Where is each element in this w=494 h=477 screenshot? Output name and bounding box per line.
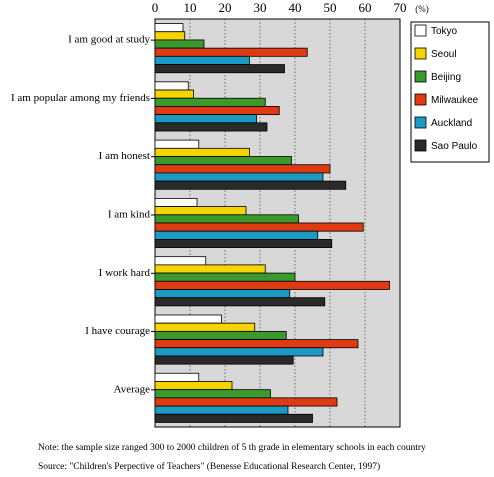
bar: [154, 106, 280, 116]
bar: [154, 31, 186, 41]
legend-label: Sao Paulo: [431, 141, 478, 152]
bar: [154, 289, 291, 299]
legend-swatch: [414, 116, 427, 129]
bar: [154, 214, 299, 224]
bar: [154, 156, 292, 166]
bar: [154, 405, 289, 415]
bar: [154, 139, 200, 149]
bar: [154, 172, 324, 182]
bar: [154, 314, 222, 324]
legend: [410, 21, 490, 163]
chart-note: Note: the sample size ranged 300 to 2000…: [38, 443, 426, 453]
bar: [154, 81, 189, 91]
legend-label: Auckland: [431, 118, 472, 129]
x-tick-label: 70: [394, 0, 407, 15]
bar: [154, 197, 198, 207]
category-label: I have courage: [85, 325, 150, 337]
x-tick-label: 0: [152, 0, 159, 15]
category-label: I am good at study: [68, 34, 150, 46]
category-label: I am honest: [99, 150, 150, 162]
bar: [154, 122, 268, 132]
bar: [154, 114, 257, 124]
bar: [154, 272, 296, 282]
bar: [154, 97, 266, 107]
bar: [154, 397, 338, 407]
bar: [154, 347, 324, 357]
category-label: I am popular among my friends: [11, 92, 150, 104]
bar: [154, 55, 250, 65]
category-label: I am kind: [108, 209, 151, 221]
bar: [154, 372, 200, 382]
legend-swatch: [414, 24, 427, 37]
bar: [154, 222, 364, 232]
x-tick-label: 50: [324, 0, 337, 15]
bar: [154, 39, 205, 49]
bar: [154, 339, 359, 349]
legend-label: Tokyo: [431, 26, 458, 37]
bar: [154, 256, 207, 266]
x-tick-label: 10: [184, 0, 197, 15]
legend-swatch: [414, 47, 427, 60]
bar: [154, 47, 308, 57]
bar: [154, 280, 390, 290]
bar: [154, 330, 287, 340]
bar: [154, 147, 250, 157]
legend-label: Beijing: [431, 72, 461, 83]
x-tick-label: 20: [219, 0, 232, 15]
legend-swatch: [414, 139, 427, 152]
bar: [154, 64, 285, 74]
legend-label: Seoul: [431, 49, 457, 60]
bar: [154, 89, 194, 99]
bar: [154, 355, 294, 365]
chart-source: Source: "Children's Perpective of Teache…: [38, 462, 381, 472]
x-tick-label: 40: [289, 0, 302, 15]
bar: [154, 23, 184, 33]
bar: [154, 322, 256, 332]
bar: [154, 164, 331, 174]
bar: [154, 206, 247, 216]
bar: [154, 264, 266, 274]
bar: [154, 230, 319, 240]
bar: [154, 180, 347, 190]
category-label: I work hard: [99, 267, 151, 279]
legend-swatch: [414, 93, 427, 106]
legend-swatch: [414, 70, 427, 83]
bar: [154, 297, 326, 307]
category-label: Average: [114, 383, 151, 395]
bar: [154, 381, 233, 391]
x-tick-label: 30: [254, 0, 267, 15]
x-tick-label: 60: [359, 0, 372, 15]
bar: [154, 389, 271, 399]
bar: [154, 238, 333, 248]
bar: [154, 413, 313, 423]
unit-label: (%): [415, 4, 429, 14]
legend-label: Milwaukee: [431, 95, 479, 106]
